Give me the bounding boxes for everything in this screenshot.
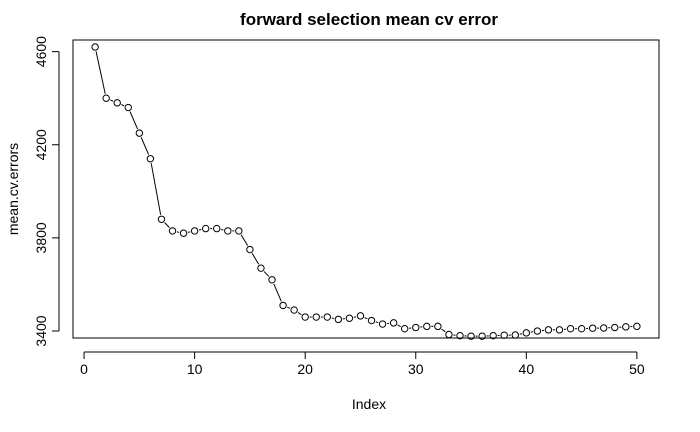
x-axis-title: Index	[352, 396, 386, 412]
x-tick-label: 50	[629, 361, 645, 377]
data-point	[224, 227, 232, 235]
x-tick-label: 40	[519, 361, 535, 377]
data-point	[467, 332, 475, 340]
data-point	[168, 227, 177, 235]
data-point	[456, 331, 464, 340]
data-point	[190, 227, 199, 235]
series-line-segment	[441, 328, 446, 333]
data-point	[91, 43, 99, 51]
data-point	[290, 306, 298, 314]
data-point	[124, 103, 132, 112]
x-tick-label: 0	[80, 361, 88, 377]
data-point	[522, 329, 531, 337]
data-point	[400, 324, 409, 333]
plot-area-frame	[72, 39, 660, 339]
y-axis: 3400 3800 4200 4600	[33, 36, 60, 347]
data-point	[478, 332, 486, 340]
data-point	[378, 320, 387, 328]
x-axis: 0 10 20 30 40 50	[80, 351, 645, 377]
data-point	[622, 323, 630, 331]
data-point	[500, 331, 508, 339]
series-line-segment	[129, 111, 139, 130]
series-line-segment	[287, 306, 291, 309]
data-point	[135, 129, 144, 137]
data-point	[268, 276, 276, 284]
series-line	[95, 51, 633, 337]
data-point	[588, 324, 597, 332]
data-point	[246, 245, 254, 254]
y-axis-title: mean.cv.errors	[5, 143, 21, 235]
series-line-segment	[263, 271, 270, 277]
series-line-segment	[140, 137, 150, 155]
data-point	[146, 155, 155, 163]
series-line-segment	[364, 317, 368, 320]
series-points	[91, 43, 641, 340]
data-point	[566, 324, 575, 333]
series-line-segment	[251, 253, 260, 265]
data-point	[389, 319, 398, 327]
y-tick-label: 4200	[33, 129, 49, 160]
data-point	[555, 326, 564, 334]
data-point	[423, 322, 431, 331]
series-line-segment	[375, 321, 379, 324]
y-tick-label: 4600	[33, 36, 49, 67]
series-line-segment	[297, 312, 302, 316]
series-line-segment	[273, 283, 282, 302]
y-tick-label: 3400	[33, 315, 49, 346]
data-point	[235, 227, 243, 235]
chart-title: forward selection mean cv error	[240, 10, 498, 29]
series-line-segment	[121, 104, 125, 107]
data-point	[301, 313, 309, 321]
data-point	[412, 323, 420, 332]
data-point	[345, 314, 354, 322]
y-tick-label: 3800	[33, 222, 49, 253]
series-line-segment	[150, 163, 162, 215]
series-line-segment	[110, 99, 114, 102]
data-point	[489, 331, 497, 340]
data-point	[633, 322, 641, 331]
x-tick-label: 20	[297, 361, 313, 377]
data-point	[201, 224, 210, 233]
data-point	[113, 99, 121, 107]
series-line-segment	[164, 222, 170, 228]
x-tick-label: 30	[408, 361, 424, 377]
data-point	[312, 313, 320, 321]
data-point	[334, 315, 343, 324]
data-point	[533, 327, 542, 335]
data-point	[577, 324, 586, 333]
data-point	[434, 322, 442, 331]
data-point	[356, 312, 365, 320]
data-point	[445, 330, 453, 339]
data-point	[323, 313, 332, 321]
data-point	[611, 323, 619, 332]
data-point	[257, 264, 265, 272]
data-point	[511, 331, 519, 339]
series-line-segment	[240, 234, 249, 246]
x-tick-label: 10	[187, 361, 203, 377]
data-point	[367, 316, 376, 325]
data-point	[279, 301, 287, 310]
series-line-segment	[95, 51, 106, 94]
data-point	[213, 224, 221, 233]
data-point	[544, 326, 553, 334]
data-point	[179, 229, 188, 237]
data-point	[102, 94, 110, 102]
data-point	[157, 215, 166, 223]
data-point	[600, 324, 608, 332]
series-line-segment	[397, 324, 401, 328]
